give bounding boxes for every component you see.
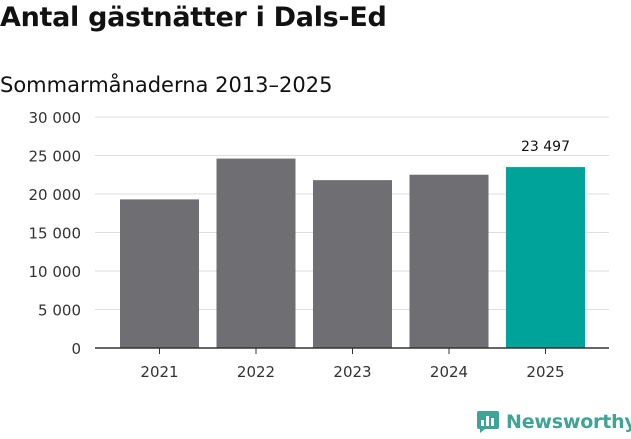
bar [409, 174, 489, 348]
newsworthy-logo-text: Newsworthy [506, 411, 631, 433]
chart-subtitle: Sommarmånaderna 2013–2025 [0, 73, 333, 97]
bar [216, 158, 296, 348]
x-tick-label: 2025 [526, 363, 564, 381]
y-tick-label: 25 000 [29, 148, 82, 166]
bar [120, 199, 199, 348]
newsworthy-logo-icon [476, 410, 500, 434]
bar [313, 180, 392, 348]
chart-title: Antal gästnätter i Dals-Ed [0, 2, 387, 33]
y-tick-label: 30 000 [29, 109, 82, 127]
y-tick-label: 0 [71, 340, 81, 358]
x-tick-label: 2021 [140, 363, 178, 381]
x-tick-label: 2023 [333, 363, 371, 381]
y-tick-label: 10 000 [29, 263, 82, 281]
bar-chart: 0 5 000 10 000 15 000 20 000 25 000 30 000 2021… [29, 109, 609, 381]
y-tick-label: 5 000 [38, 302, 81, 320]
bar [506, 167, 585, 348]
x-tick-label: 2024 [430, 363, 468, 381]
y-tick-label: 20 000 [29, 186, 82, 204]
data-label: 23 497 [521, 139, 570, 155]
x-tick-label: 2022 [237, 363, 275, 381]
y-tick-label: 15 000 [29, 225, 82, 243]
newsworthy-logo: Newsworthy [476, 408, 631, 436]
